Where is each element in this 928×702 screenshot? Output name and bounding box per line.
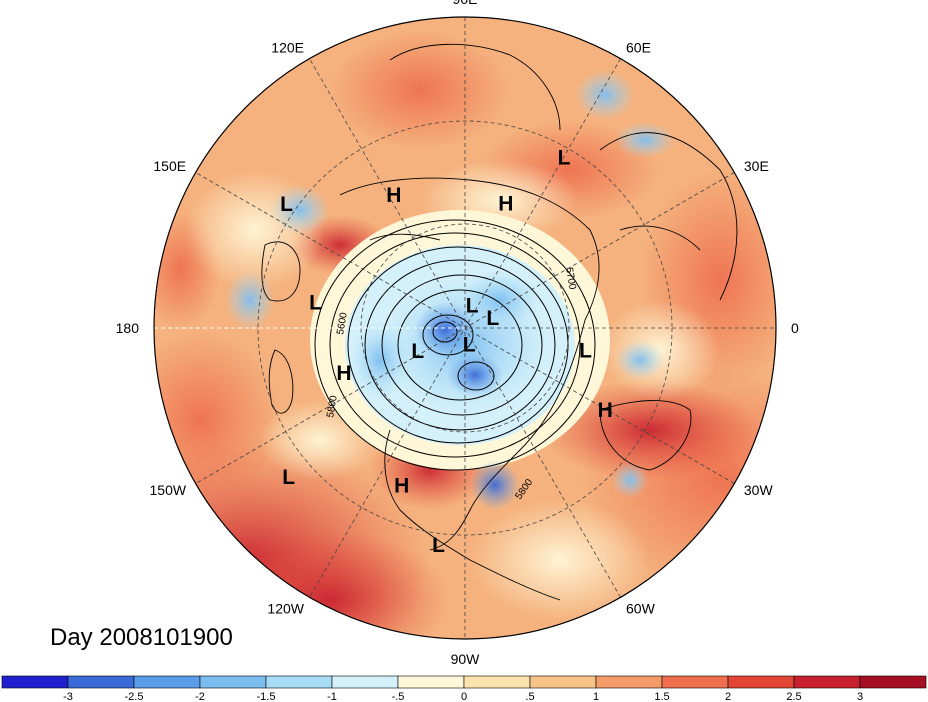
colorbar-tick-label: -1 <box>327 691 337 702</box>
colorbar-swatch <box>463 675 531 689</box>
low-pressure-marker: L <box>411 340 424 363</box>
low-pressure-marker: L <box>466 295 479 318</box>
colorbar-tick-label: 2.5 <box>786 691 801 702</box>
colorbar-swatch <box>133 675 201 689</box>
colorbar-swatch <box>67 675 135 689</box>
low-pressure-marker: L <box>280 193 293 216</box>
colorbar-tick-label: 1 <box>593 691 599 702</box>
colorbar-tick-label: 3 <box>857 691 863 702</box>
colorbar-ticks: -3 -2.5 -2 -1.5 -1 -.5 0 .5 1 1.5 2 2.5 3 <box>63 691 863 702</box>
longitude-label: 90E <box>453 0 478 7</box>
low-pressure-marker: L <box>579 339 592 362</box>
colorbar-tick-label: .5 <box>525 691 534 702</box>
longitude-label: 120W <box>267 601 304 617</box>
colorbar-swatch <box>265 675 333 689</box>
longitude-label: 150E <box>153 158 186 174</box>
longitude-labels: 90E 60E 30E 0 30W 60W 90W 120W 150W 180 150E 120E <box>116 0 799 667</box>
high-pressure-marker: H <box>394 475 409 498</box>
low-pressure-marker: L <box>282 466 295 489</box>
high-pressure-marker: H <box>386 184 401 207</box>
map-border <box>153 16 777 640</box>
contour-label: 5600 <box>335 311 350 335</box>
longitude-label: 180 <box>116 320 140 336</box>
colorbar-tick-label: -.5 <box>392 691 405 702</box>
longitude-label: 30E <box>744 158 769 174</box>
colorbar-swatch <box>595 675 663 689</box>
low-pressure-marker: L <box>558 146 571 169</box>
colorbar-swatch <box>199 675 267 689</box>
colorbar-tick-label: -2.5 <box>125 691 144 702</box>
colorbar-swatch <box>529 675 597 689</box>
high-pressure-marker: H <box>498 192 513 215</box>
longitude-label: 60E <box>626 39 651 55</box>
coastlines <box>261 43 738 601</box>
colorbar-tick-label: 1.5 <box>654 691 669 702</box>
contour-label: 5800 <box>325 394 340 418</box>
longitude-label: 120E <box>271 39 304 55</box>
high-pressure-marker: H <box>598 399 613 422</box>
contour-label: 5700 <box>563 267 578 291</box>
anomaly-field <box>154 17 776 639</box>
low-pressure-marker: L <box>309 292 322 315</box>
low-pressure-marker: L <box>432 534 445 557</box>
longitude-label: 150W <box>150 482 187 498</box>
colorbar-tick-label: -3 <box>63 691 73 702</box>
colorbar-swatch <box>793 675 861 689</box>
longitude-label: 0 <box>791 320 799 336</box>
longitude-label: 90W <box>451 651 481 667</box>
colorbar-swatch <box>727 675 795 689</box>
colorbar <box>1 675 927 689</box>
colorbar-swatch <box>331 675 399 689</box>
colorbar-swatch <box>859 675 927 689</box>
longitude-label: 60W <box>626 601 656 617</box>
longitude-label: 30W <box>744 482 774 498</box>
colorbar-tick-label: -1.5 <box>257 691 276 702</box>
low-pressure-marker: L <box>486 307 499 330</box>
page-title: Day 2008101900 <box>50 624 233 651</box>
colorbar-swatch <box>661 675 729 689</box>
colorbar-tick-label: -2 <box>195 691 205 702</box>
colorbar-tick-label: 2 <box>725 691 731 702</box>
colorbar-tick-label: 0 <box>461 691 467 702</box>
colorbar-swatch <box>397 675 465 689</box>
colorbar-swatch <box>1 675 69 689</box>
low-pressure-marker: L <box>463 334 476 357</box>
high-pressure-marker: H <box>336 362 351 385</box>
